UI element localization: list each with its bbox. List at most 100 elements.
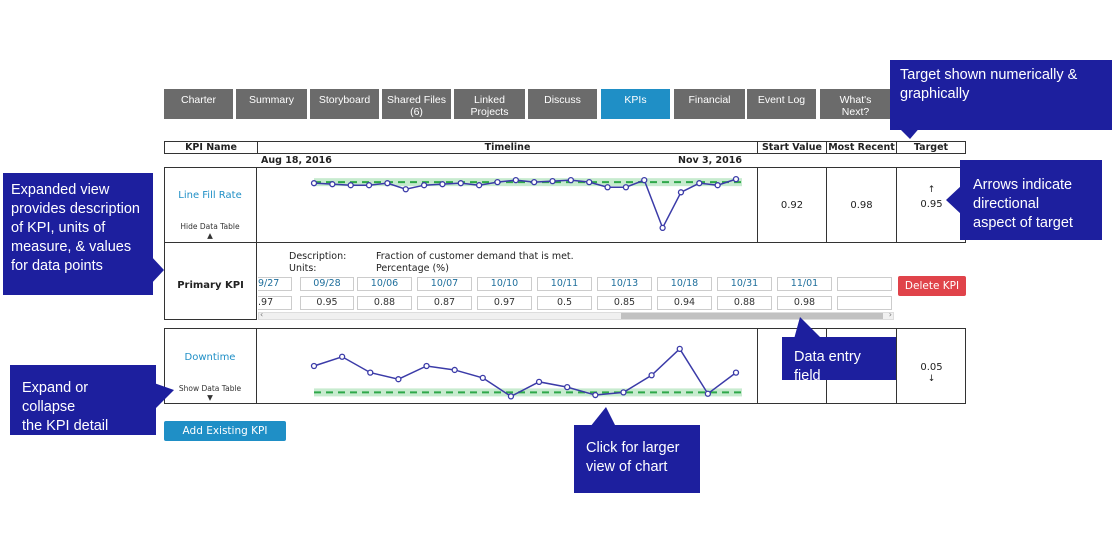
value-entry-field[interactable] bbox=[837, 296, 892, 310]
date-entry-field[interactable]: 10/10 bbox=[477, 277, 532, 291]
data-point[interactable] bbox=[338, 353, 346, 360]
data-point[interactable] bbox=[535, 378, 543, 385]
tab-storyboard[interactable]: Storyboard bbox=[310, 89, 380, 119]
value-entry-field[interactable]: 0.88 bbox=[717, 296, 772, 310]
data-point[interactable] bbox=[732, 369, 740, 376]
value-entry-field[interactable]: 0.95 bbox=[300, 296, 354, 310]
data-point[interactable] bbox=[457, 180, 464, 187]
hide-data-table-toggle[interactable]: Hide Data Table ▲ bbox=[164, 222, 256, 240]
data-point[interactable] bbox=[586, 179, 593, 186]
delete-kpi-button[interactable]: Delete KPI bbox=[898, 276, 966, 296]
scroll-right-icon[interactable]: › bbox=[888, 310, 892, 319]
kpi-table-header: KPI Name Timeline Start Value Most Recen… bbox=[164, 141, 966, 154]
line-fill-rate-chart[interactable] bbox=[258, 168, 756, 242]
tab-shared-files[interactable]: Shared Files (6) bbox=[382, 89, 452, 119]
value-entry-field[interactable]: 0.87 bbox=[417, 296, 472, 310]
callout-expand-collapse-pointer bbox=[154, 383, 174, 410]
data-point[interactable] bbox=[367, 369, 374, 376]
value-entry-field[interactable]: 0.88 bbox=[357, 296, 412, 310]
date-entry-field[interactable]: 10/07 bbox=[417, 277, 472, 291]
value-entry-field[interactable]: 0.94 bbox=[657, 296, 712, 310]
kpi-name-downtime[interactable]: Downtime bbox=[184, 352, 236, 363]
show-data-table-toggle[interactable]: Show Data Table ▼ bbox=[164, 384, 256, 402]
kpi-name-line-fill-rate[interactable]: Line Fill Rate bbox=[178, 190, 242, 201]
data-point[interactable] bbox=[704, 390, 712, 397]
add-existing-kpi-button[interactable]: Add Existing KPI bbox=[164, 421, 286, 441]
data-point[interactable] bbox=[676, 345, 683, 352]
tab-linked-projects[interactable]: Linked Projects bbox=[454, 89, 526, 119]
date-entry-field[interactable]: 10/13 bbox=[597, 277, 652, 291]
data-point[interactable] bbox=[479, 374, 486, 382]
value-entry-field[interactable]: 0.98 bbox=[777, 296, 832, 310]
target-band bbox=[314, 388, 742, 397]
data-point[interactable] bbox=[423, 362, 430, 370]
data-point[interactable] bbox=[732, 175, 740, 183]
tab-charter[interactable]: Charter bbox=[164, 89, 234, 119]
data-point[interactable] bbox=[714, 182, 721, 189]
value-entry-field[interactable]: 0.5 bbox=[537, 296, 592, 310]
callout-arrows-pointer bbox=[946, 185, 962, 215]
data-point[interactable] bbox=[620, 389, 627, 396]
start-value: 0.92 bbox=[780, 200, 804, 211]
data-point[interactable] bbox=[384, 180, 391, 187]
data-point[interactable] bbox=[659, 224, 666, 231]
tab-kpis[interactable]: KPIs bbox=[601, 89, 671, 119]
data-point[interactable] bbox=[564, 383, 571, 391]
date-entry-field[interactable] bbox=[837, 277, 892, 291]
callout-expanded-view: Expanded view provides description of KP… bbox=[3, 173, 153, 295]
callout-expanded-pointer bbox=[150, 255, 164, 285]
data-point[interactable] bbox=[696, 180, 703, 187]
date-entry-field[interactable]: 09/28 bbox=[300, 277, 354, 291]
callout-click-chart: Click for larger view of chart bbox=[574, 425, 700, 493]
units-text: Percentage (%) bbox=[376, 263, 449, 274]
data-point[interactable] bbox=[310, 180, 318, 187]
date-entry-field[interactable]: 10/31 bbox=[717, 277, 772, 291]
tab-summary[interactable]: Summary bbox=[236, 89, 308, 119]
downtime-chart[interactable] bbox=[258, 329, 756, 403]
units-label: Units: bbox=[289, 263, 317, 274]
data-point[interactable] bbox=[512, 176, 519, 184]
scroll-left-icon[interactable]: ‹ bbox=[260, 310, 264, 319]
callout-data-entry-pointer bbox=[794, 317, 822, 339]
tab-event-log[interactable]: Event Log bbox=[747, 89, 817, 119]
data-point[interactable] bbox=[439, 181, 446, 188]
arrow-up-icon: ↑ bbox=[927, 185, 936, 195]
timeline-start-date: Aug 18, 2016 bbox=[261, 155, 332, 166]
data-point[interactable] bbox=[507, 393, 515, 400]
chevron-down-icon: ▼ bbox=[207, 393, 213, 402]
timeline-end-date: Nov 3, 2016 bbox=[678, 155, 742, 166]
data-point[interactable] bbox=[347, 182, 354, 189]
data-point[interactable] bbox=[451, 366, 458, 374]
date-entry-field[interactable]: 10/06 bbox=[357, 277, 412, 291]
tab-financial[interactable]: Financial bbox=[674, 89, 746, 119]
tab-discuss[interactable]: Discuss bbox=[528, 89, 598, 119]
data-point[interactable] bbox=[549, 177, 556, 185]
scroll-thumb[interactable] bbox=[621, 313, 883, 319]
data-point[interactable] bbox=[395, 376, 402, 383]
data-point[interactable] bbox=[641, 176, 648, 184]
date-entry-field[interactable]: 9/27 bbox=[258, 277, 292, 291]
tab-whats-next[interactable]: What's Next? bbox=[820, 89, 892, 119]
detail-label-cell bbox=[164, 243, 257, 320]
value-entry-field[interactable]: 0.85 bbox=[597, 296, 652, 310]
data-point[interactable] bbox=[592, 391, 599, 399]
date-entry-field[interactable]: 11/01 bbox=[777, 277, 832, 291]
value-entry-field[interactable]: .97 bbox=[258, 296, 292, 310]
data-point[interactable] bbox=[531, 179, 538, 186]
data-table-scrollbar[interactable]: ‹ › bbox=[258, 310, 894, 320]
data-point[interactable] bbox=[475, 182, 483, 189]
data-point[interactable] bbox=[329, 181, 336, 188]
data-point[interactable] bbox=[677, 189, 685, 196]
data-point[interactable] bbox=[648, 372, 655, 379]
data-point[interactable] bbox=[494, 179, 501, 186]
date-entry-field[interactable]: 10/11 bbox=[537, 277, 592, 291]
data-point[interactable] bbox=[402, 186, 409, 193]
data-point[interactable] bbox=[420, 182, 428, 189]
date-entry-field[interactable]: 10/18 bbox=[657, 277, 712, 291]
data-point[interactable] bbox=[365, 182, 373, 189]
data-point[interactable] bbox=[604, 184, 611, 191]
value-entry-field[interactable]: 0.97 bbox=[477, 296, 532, 310]
data-point[interactable] bbox=[310, 362, 318, 370]
data-point[interactable] bbox=[622, 184, 630, 191]
data-point[interactable] bbox=[567, 176, 575, 184]
